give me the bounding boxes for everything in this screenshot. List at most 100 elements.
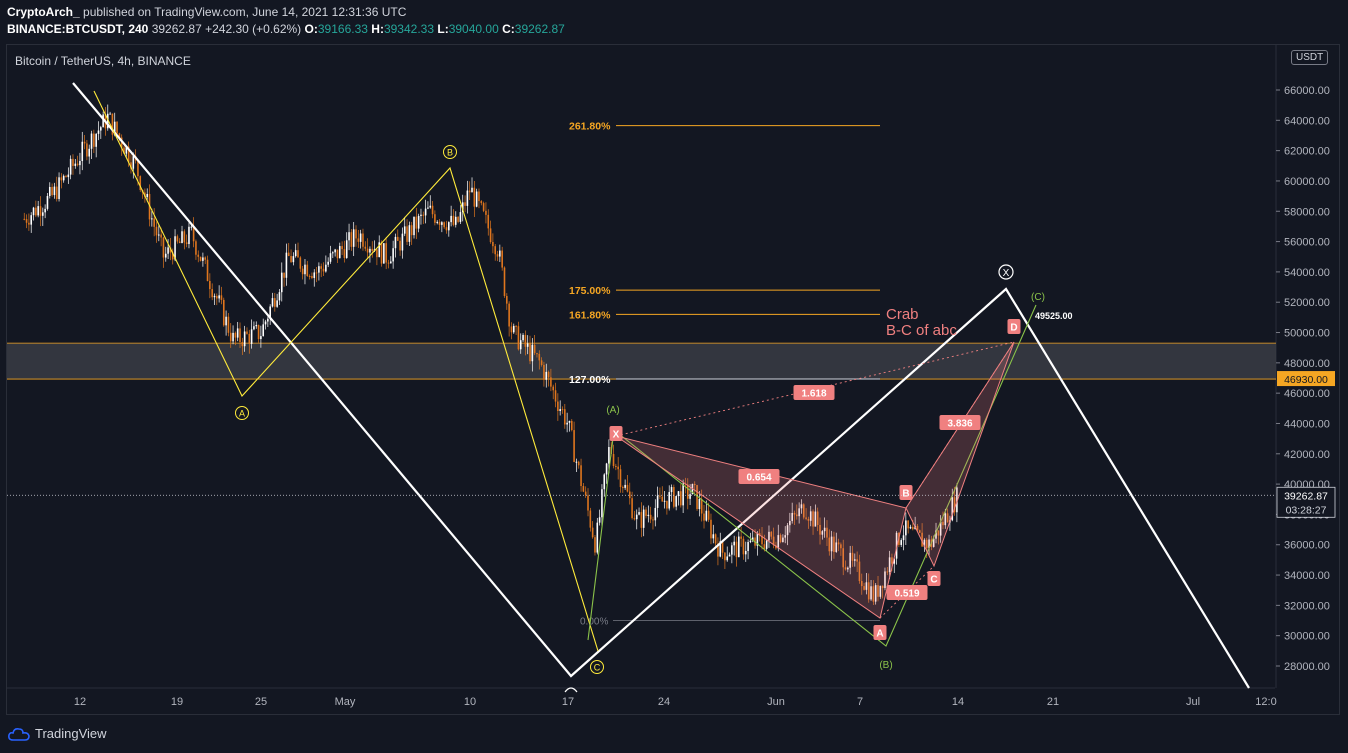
- candle-body: [55, 186, 58, 199]
- candle-body: [670, 487, 673, 493]
- ratio-3836: 3.836: [947, 419, 972, 430]
- candle-body: [942, 521, 944, 526]
- candle-body: [677, 491, 680, 497]
- candle-body: [543, 364, 545, 380]
- candle-body: [946, 513, 949, 523]
- candle-body: [557, 401, 559, 412]
- candle-body: [352, 229, 355, 247]
- white-wave-line: [72, 82, 1250, 689]
- candle-body: [925, 539, 928, 549]
- candle-body: [343, 249, 346, 258]
- yellow-wave-line: [93, 90, 599, 652]
- candle-body: [292, 256, 295, 263]
- candle-body: [944, 513, 947, 526]
- candle-body: [234, 332, 237, 338]
- candle-body: [283, 272, 285, 278]
- price-tick-label: 64000.00: [1284, 115, 1330, 127]
- price-change: +242.30 (+0.62%): [205, 22, 302, 36]
- high-value: 39342.33: [383, 22, 435, 36]
- target-price-label: 49525.00: [1035, 311, 1073, 321]
- fib-label: 175.00%: [569, 285, 611, 297]
- candle-body: [772, 536, 775, 546]
- candle-body: [564, 409, 566, 425]
- candle-body: [937, 530, 940, 536]
- yellow-wave-marker: [443, 145, 457, 159]
- candle-body: [587, 495, 589, 511]
- candle-body: [153, 218, 155, 227]
- candle-body: [334, 249, 336, 253]
- candle-body: [619, 469, 622, 488]
- candle-body: [448, 222, 450, 231]
- brand-name: TradingView: [35, 726, 107, 741]
- time-tick-label: 17: [562, 696, 574, 708]
- candle-body: [318, 266, 320, 273]
- candle-body: [345, 240, 348, 258]
- candle-body: [909, 526, 912, 529]
- candle-body: [65, 175, 67, 178]
- candle-body: [617, 466, 619, 470]
- candle-body: [847, 567, 849, 570]
- candle-body: [584, 491, 587, 496]
- tradingview-logo[interactable]: TradingView: [8, 726, 107, 741]
- candle-body: [37, 206, 39, 216]
- candle-body: [225, 316, 227, 326]
- time-tick-label: 10: [464, 696, 476, 708]
- candle-body: [489, 228, 492, 242]
- price-tick-label: 28000.00: [1284, 661, 1330, 673]
- time-tick-label: Jun: [767, 696, 785, 708]
- time-tick-label: Jul: [1186, 696, 1200, 708]
- bar-countdown: 03:28:27: [1286, 504, 1327, 516]
- price-tick-label: 60000.00: [1284, 176, 1330, 188]
- candle-body: [800, 504, 803, 509]
- chart-frame: [6, 44, 1340, 715]
- candle-body: [515, 325, 517, 327]
- candle-body: [689, 494, 691, 499]
- candle-body: [32, 207, 35, 216]
- candle-body: [721, 541, 724, 553]
- candle-body: [928, 539, 930, 549]
- candle-body: [95, 133, 97, 147]
- candle-body: [39, 206, 42, 216]
- yellow-wave-label: A: [239, 409, 245, 419]
- candle-body: [923, 539, 926, 547]
- candle-body: [668, 492, 671, 509]
- candle-body: [635, 514, 638, 520]
- candle-body: [413, 216, 415, 236]
- candles-group: [23, 104, 958, 606]
- low-label: L:: [437, 22, 449, 36]
- candle-body: [728, 554, 731, 557]
- candle-body: [422, 214, 425, 216]
- candle-body: [884, 571, 886, 589]
- candle-body: [415, 216, 418, 229]
- candle-body: [355, 229, 357, 239]
- publish-date: published on TradingView.com, June 14, 2…: [83, 5, 407, 19]
- candle-body: [700, 498, 703, 514]
- ratio-0654-bg: [738, 469, 780, 484]
- candle-body: [851, 552, 854, 561]
- candle-body: [216, 295, 218, 299]
- candle-body: [577, 461, 580, 466]
- zone-price-label: 46930.00: [1284, 374, 1328, 386]
- open-label: O:: [304, 22, 318, 36]
- author-name[interactable]: CryptoArch_: [7, 5, 80, 19]
- harmonic-xab-fill: [615, 435, 907, 619]
- candle-body: [264, 321, 267, 325]
- candle-body: [951, 497, 954, 521]
- candle-body: [229, 332, 232, 342]
- harmonic-point-x: X: [613, 430, 620, 441]
- candle-body: [464, 202, 466, 206]
- currency-badge[interactable]: USDT: [1291, 50, 1329, 65]
- time-tick-label: 25: [255, 696, 267, 708]
- yellow-wave-label: B: [447, 148, 453, 158]
- candle-body: [287, 252, 290, 256]
- time-tick-label: 12: [74, 696, 86, 708]
- candle-body: [320, 266, 323, 269]
- price-tick-label: 42000.00: [1284, 449, 1330, 461]
- candle-body: [932, 538, 935, 547]
- candle-body: [512, 325, 515, 333]
- candle-body: [821, 531, 824, 535]
- harmonic-point-a-bg: [873, 625, 887, 640]
- candle-body: [833, 536, 835, 552]
- candle-body: [269, 306, 271, 319]
